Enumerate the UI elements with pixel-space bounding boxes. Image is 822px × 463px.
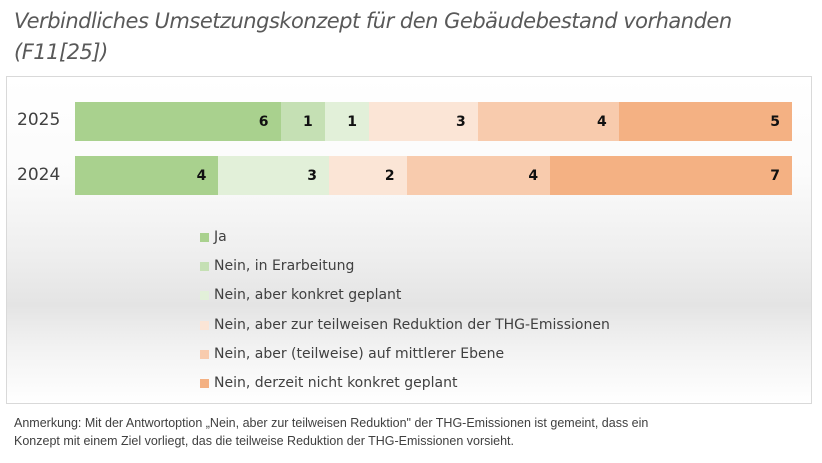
bar-segment-ja: 4 xyxy=(75,156,219,195)
legend-swatch-icon xyxy=(200,261,209,271)
bar-segment-mittlere-ebene: 4 xyxy=(477,102,619,141)
bar-segment-teilweise-reduktion: 3 xyxy=(369,102,478,141)
bar-2024: 4 3 2 4 7 xyxy=(75,156,793,195)
legend-item-ja: Ja xyxy=(200,227,227,247)
footnote-line1: Anmerkung: Mit der Antwortoption „Nein, … xyxy=(14,416,649,430)
bar-segment-in-erarbeitung: 1 xyxy=(280,102,325,141)
legend-swatch-icon xyxy=(200,232,209,242)
legend-swatch-icon xyxy=(200,290,209,300)
footnote-line2: Konzept mit einem Ziel vorliegt, das die… xyxy=(14,434,514,448)
legend-label: Nein, aber (teilweise) auf mittlerer Ebe… xyxy=(214,346,505,362)
legend-label: Ja xyxy=(214,229,227,245)
chart-title-line1: Verbindliches Umsetzungskonzept für den … xyxy=(14,9,732,33)
bar-2025: 6 1 1 3 4 5 xyxy=(75,102,792,141)
bar-segment-nicht-geplant: 7 xyxy=(550,156,793,195)
legend-swatch-icon xyxy=(200,349,209,359)
bar-segment-ja: 6 xyxy=(75,102,281,141)
legend-item-mittlere-ebene: Nein, aber (teilweise) auf mittlerer Ebe… xyxy=(200,344,504,364)
chart-title-line2: (F11[25]) xyxy=(14,40,108,64)
category-label-2024: 2024 xyxy=(17,165,61,185)
category-label-2025: 2025 xyxy=(17,110,61,130)
legend-item-in-erarbeitung: Nein, in Erarbeitung xyxy=(200,256,354,276)
legend-label: Nein, aber zur teilweisen Reduktion der … xyxy=(214,317,610,333)
legend-label: Nein, in Erarbeitung xyxy=(214,258,355,274)
legend-label: Nein, aber konkret geplant xyxy=(214,287,402,303)
bar-segment-nicht-geplant: 5 xyxy=(618,102,792,141)
bar-segment-teilweise-reduktion: 2 xyxy=(328,156,407,195)
legend-label: Nein, derzeit nicht konkret geplant xyxy=(214,375,458,391)
bar-segment-konkret-geplant: 1 xyxy=(324,102,369,141)
chart-title: Verbindliches Umsetzungskonzept für den … xyxy=(14,6,814,68)
bar-segment-mittlere-ebene: 4 xyxy=(406,156,551,195)
legend-swatch-icon xyxy=(200,320,209,330)
legend-swatch-icon xyxy=(200,378,209,388)
chart-area: 2025 6 1 1 3 4 5 2024 4 3 2 4 7 Ja Nein,… xyxy=(6,76,812,404)
footnote: Anmerkung: Mit der Antwortoption „Nein, … xyxy=(14,414,814,450)
legend-item-teilweise-reduktion: Nein, aber zur teilweisen Reduktion der … xyxy=(200,315,610,335)
bar-segment-konkret-geplant: 3 xyxy=(218,156,329,195)
legend-item-konkret-geplant: Nein, aber konkret geplant xyxy=(200,285,401,305)
legend-item-nicht-geplant: Nein, derzeit nicht konkret geplant xyxy=(200,373,457,393)
